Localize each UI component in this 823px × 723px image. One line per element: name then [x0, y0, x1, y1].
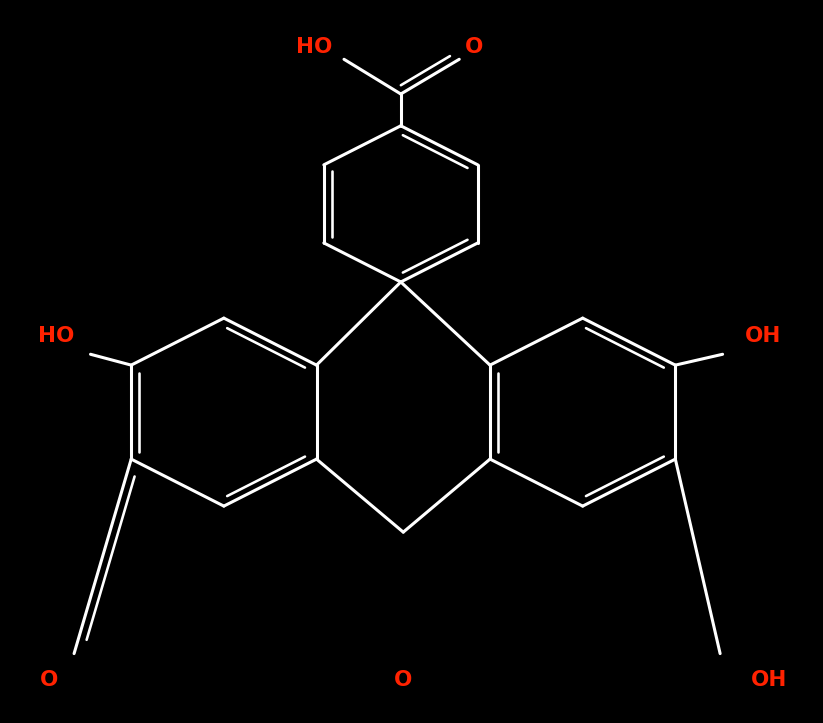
- Text: O: O: [465, 37, 483, 57]
- Text: HO: HO: [296, 37, 332, 57]
- Text: OH: OH: [745, 326, 781, 346]
- Text: OH: OH: [751, 669, 787, 690]
- Text: O: O: [40, 669, 58, 690]
- Text: O: O: [394, 669, 412, 690]
- Text: HO: HO: [38, 326, 74, 346]
